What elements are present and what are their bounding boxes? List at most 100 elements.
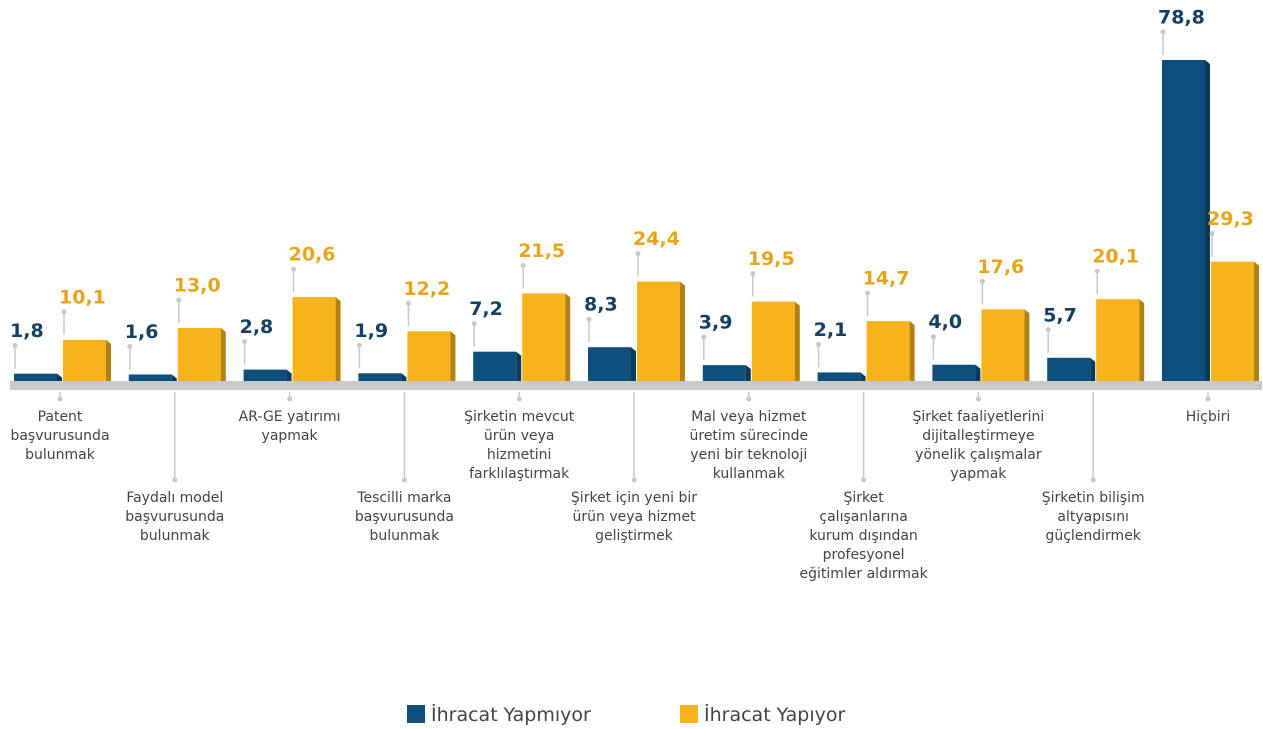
bar <box>1047 357 1091 381</box>
pin-dot <box>750 271 756 277</box>
bar-side <box>335 297 341 381</box>
pin-dot <box>242 339 248 345</box>
value-label: 14,7 <box>863 268 910 290</box>
bar-side <box>1090 357 1096 381</box>
category-label: Şirket çalışanlarına kurum dışından prof… <box>799 490 928 582</box>
value-label: 13,0 <box>174 275 221 297</box>
bar-side <box>975 364 981 381</box>
pin-dot <box>816 341 822 347</box>
bar <box>932 364 976 381</box>
category-dot <box>975 396 981 402</box>
value-label: 2,8 <box>240 316 274 338</box>
legend-swatch <box>680 705 698 723</box>
value-label: 1,8 <box>10 320 44 342</box>
value-label: 29,3 <box>1207 208 1254 230</box>
category-label: Şirketin mevcut ürün veya hizmetini fark… <box>464 409 575 482</box>
category-label: Şirketin bilişim altyapısını güçlendirme… <box>1041 490 1145 544</box>
bar <box>588 347 631 381</box>
pin-dot <box>127 343 133 349</box>
category-label: AR-GE yatırımı yapmak <box>238 409 341 444</box>
pin-dot <box>520 262 526 268</box>
bar <box>637 281 680 381</box>
bar-side <box>1205 60 1210 381</box>
bar <box>63 339 106 381</box>
value-label: 1,9 <box>354 320 388 342</box>
category-dot <box>1090 477 1096 483</box>
category-dot <box>516 396 522 402</box>
pin-dot <box>471 321 477 327</box>
legend-label: İhracat Yapmıyor <box>431 704 591 726</box>
value-label: 21,5 <box>518 240 565 262</box>
value-label: 4,0 <box>928 311 962 333</box>
baseline <box>10 381 1262 390</box>
bar <box>866 321 910 381</box>
pin-dot <box>12 343 18 349</box>
value-label: 7,2 <box>469 298 503 320</box>
value-label: 17,6 <box>977 256 1024 278</box>
pin-dot <box>1045 327 1051 333</box>
pin-dot <box>1160 29 1166 35</box>
bar-side <box>286 369 292 381</box>
bar <box>407 331 451 381</box>
bar <box>177 328 221 381</box>
bar-side <box>450 331 456 381</box>
category-dot <box>287 396 293 402</box>
pin-dot <box>291 266 297 272</box>
bar <box>292 297 336 381</box>
bar-side <box>220 328 226 381</box>
bar-side <box>860 372 866 381</box>
pin-dot <box>930 334 936 340</box>
category-label: Şirket için yeni bir ürün veya hizmet ge… <box>570 490 698 544</box>
bar-side <box>57 373 62 381</box>
bar-side <box>1024 309 1030 381</box>
bar <box>128 374 172 381</box>
pin-dot <box>405 300 411 306</box>
category-label: Patent başvurusunda bulunmak <box>10 409 110 463</box>
bar <box>473 351 517 381</box>
bar-side <box>745 365 751 381</box>
pin-dot <box>1209 231 1215 237</box>
category-label: Mal veya hizmet üretim sürecinde yeni bi… <box>689 409 809 482</box>
bar-side <box>516 351 522 381</box>
category-label: Şirket faaliyetlerini dijitalleştirmeye … <box>912 409 1045 482</box>
bar <box>751 301 795 381</box>
bar-side <box>631 347 636 381</box>
legend-item: İhracat Yapmıyor <box>407 703 591 727</box>
category-dot <box>746 396 752 402</box>
bar-side <box>171 374 177 381</box>
bar <box>817 372 861 381</box>
legend-item: İhracat Yapıyor <box>680 703 845 727</box>
bar-side <box>1139 299 1145 381</box>
bar <box>358 373 402 381</box>
category-label: Faydalı model başvurusunda bulunmak <box>125 490 225 544</box>
bar-side <box>909 321 915 381</box>
value-label: 20,6 <box>289 244 336 266</box>
pin-dot <box>865 290 871 296</box>
pin-dot <box>1094 268 1100 274</box>
legend-swatch <box>407 705 425 723</box>
pin-dot <box>356 342 362 348</box>
bar-side <box>106 339 111 381</box>
value-label: 12,2 <box>403 278 450 300</box>
category-label: Hiçbiri <box>1185 409 1231 425</box>
value-label: 8,3 <box>584 294 618 316</box>
value-label: 1,6 <box>125 321 159 343</box>
bar-side <box>1254 261 1259 381</box>
category-label: Tescilli marka başvurusunda bulunmak <box>354 490 454 544</box>
pin-dot <box>61 309 67 315</box>
pin-dot <box>176 297 182 303</box>
pin-dot <box>979 278 985 284</box>
value-label: 20,1 <box>1092 246 1139 268</box>
bar <box>981 309 1025 381</box>
value-label: 5,7 <box>1043 304 1077 326</box>
bar-side <box>680 281 685 381</box>
category-dot <box>57 396 63 402</box>
pin-dot <box>701 334 707 340</box>
bar <box>243 369 287 381</box>
value-label: 78,8 <box>1158 7 1205 29</box>
bar-side <box>565 293 571 381</box>
bar <box>522 293 566 381</box>
category-dot <box>172 477 178 483</box>
